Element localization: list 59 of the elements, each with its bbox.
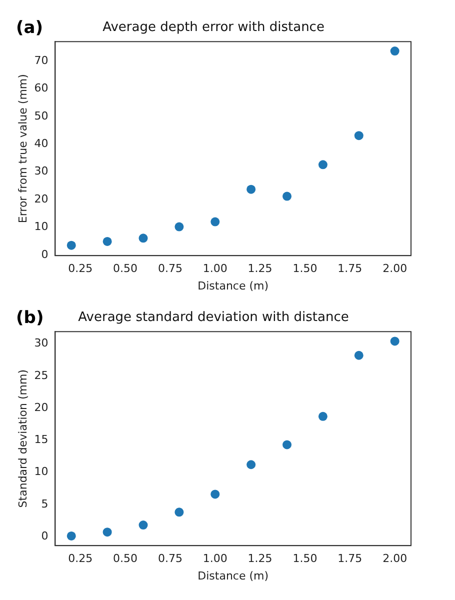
point	[246, 460, 256, 470]
y-tick-label: 20	[34, 192, 48, 206]
y-tick-label: 25	[34, 368, 48, 382]
y-axis-title: Error from true value (mm)	[16, 74, 30, 224]
x-tick-label: 1.25	[248, 552, 272, 566]
point	[390, 46, 400, 56]
point	[282, 192, 292, 201]
x-tick-label: 1.50	[292, 262, 318, 276]
point	[66, 240, 76, 250]
point	[210, 217, 220, 226]
point	[318, 160, 328, 170]
y-axis-title: Standard deviation (mm)	[16, 370, 30, 508]
point	[390, 336, 400, 346]
x-tick-label: 0.75	[158, 262, 182, 276]
y-tick-label: 70	[34, 54, 48, 67]
point	[354, 350, 364, 360]
x-tick-label: 0.25	[68, 262, 93, 276]
x-tick-label: 0.50	[113, 262, 138, 276]
y-tick-label: 30	[34, 336, 48, 350]
x-tick-label: 1.00	[202, 552, 228, 566]
y-tick-label: 0	[41, 529, 48, 542]
y-tick-label: 40	[34, 137, 48, 150]
x-axis-title: Distance (m)	[198, 279, 269, 292]
y-tick-label: 30	[34, 164, 48, 178]
point	[282, 440, 292, 450]
y-tick-label: 0	[41, 248, 48, 261]
x-tick-label: 0.75	[158, 552, 182, 566]
point	[210, 490, 220, 499]
point	[174, 508, 184, 517]
x-tick-label: 1.75	[338, 262, 362, 276]
x-tick-label: 1.25	[248, 262, 272, 276]
y-tick-label: 60	[34, 82, 48, 95]
x-tick-label: 1.00	[202, 262, 228, 276]
text: (a)	[16, 18, 44, 38]
y-tick-label: 10	[34, 220, 48, 234]
x-tick-label: 1.50	[292, 552, 318, 566]
point	[354, 131, 364, 140]
point	[246, 184, 256, 194]
point	[318, 412, 328, 421]
x-tick-label: 1.75	[338, 552, 362, 566]
x-tick-label: 2.00	[382, 262, 408, 276]
y-tick-label: 50	[34, 109, 48, 122]
chart-title: Average standard deviation with distance	[78, 310, 349, 326]
y-tick-label: 5	[41, 497, 48, 510]
x-axis-title: Distance (m)	[198, 569, 269, 582]
y-tick-label: 10	[34, 465, 48, 478]
x-tick-label: 0.50	[113, 552, 138, 566]
x-tick-label: 2.00	[382, 552, 408, 566]
text: (b)	[16, 308, 44, 328]
point	[174, 222, 184, 232]
y-tick-label: 20	[34, 400, 48, 414]
point	[138, 520, 148, 530]
chart-title: Average depth error with distance	[102, 20, 324, 36]
y-tick-label: 15	[34, 433, 48, 446]
point	[138, 234, 148, 243]
x-tick-label: 0.25	[68, 552, 93, 566]
point	[66, 531, 76, 540]
point	[102, 528, 112, 537]
point	[102, 236, 112, 246]
